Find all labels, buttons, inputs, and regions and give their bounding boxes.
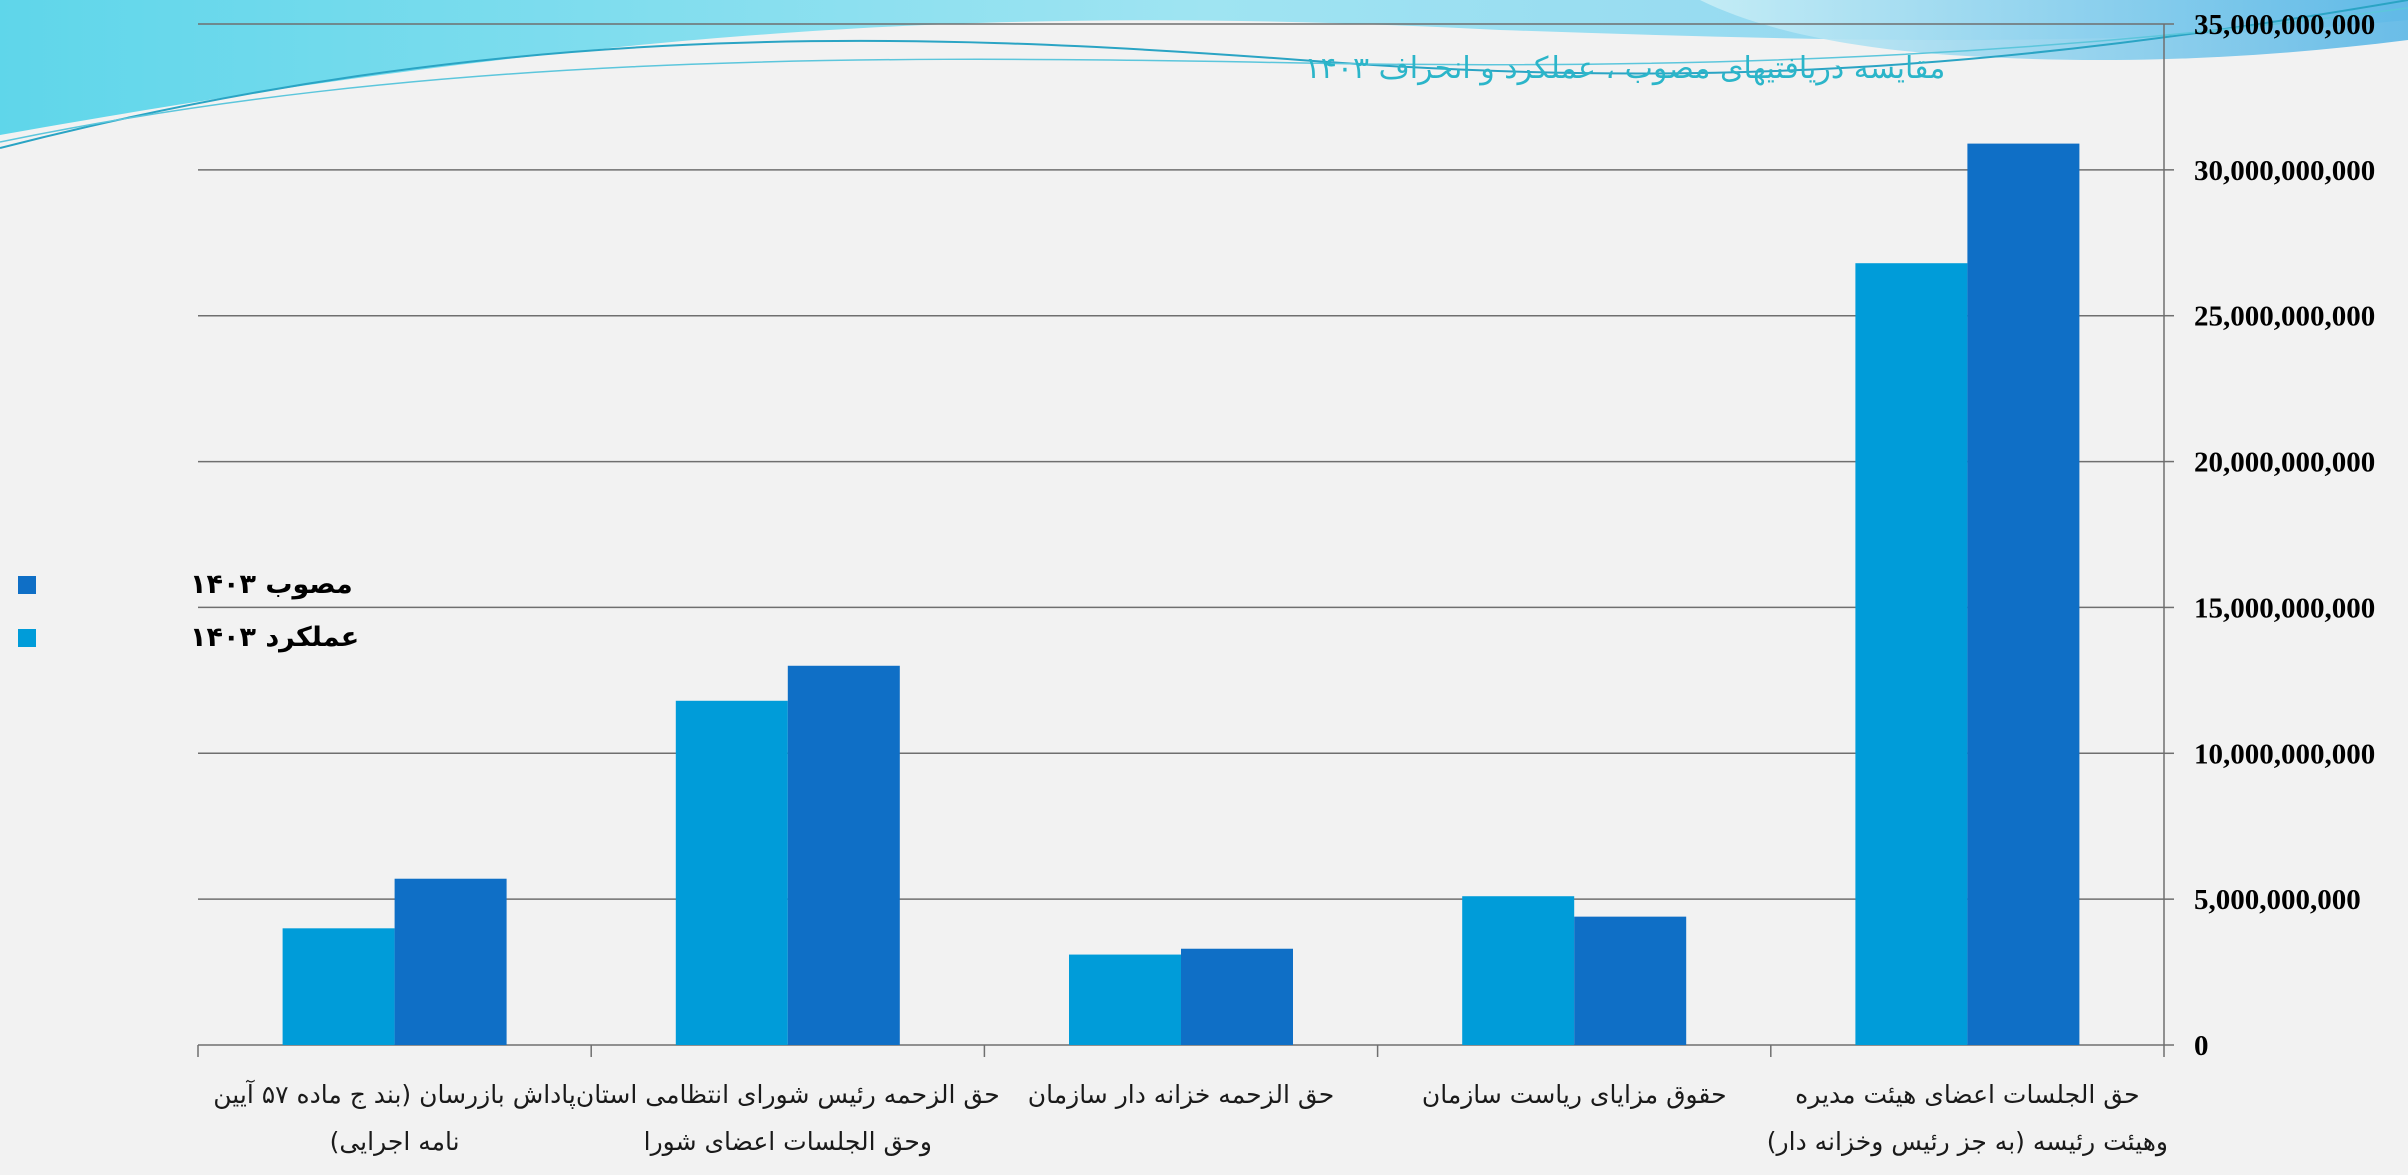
legend-label: مصوب ۱۴۰۳ <box>190 569 353 600</box>
y-tick-label: 15,000,000,000 <box>2194 592 2375 624</box>
x-category-label: حقوق مزایای ریاست سازمان <box>1422 1080 1727 1109</box>
bar-approved <box>394 878 507 1045</box>
bar-actual <box>1069 954 1181 1045</box>
bar-actual <box>282 928 395 1045</box>
bar-actual <box>1462 896 1575 1045</box>
legend: مصوب ۱۴۰۳ عملکرد ۱۴۰۳ <box>18 569 359 653</box>
slide-title: مقایسه دریافتیهای مصوب ، عملکرد و انحراف… <box>1305 51 1946 86</box>
x-category-label: حق الزحمه خزانه دار سازمان <box>1028 1080 1334 1109</box>
bar-actual <box>675 700 788 1045</box>
x-category-label: وهیئت رئیسه (به جز رئیس وخزانه دار) <box>1767 1127 2168 1157</box>
x-category-label: وحق الجلسات اعضای شورا <box>644 1127 932 1157</box>
bar-approved <box>1967 143 2080 1046</box>
y-tick-label: 0 <box>2194 1030 2209 1062</box>
y-tick-label: 30,000,000,000 <box>2194 155 2375 187</box>
wave-line-2 <box>0 7 2408 143</box>
bar-approved <box>787 665 900 1045</box>
legend-swatch <box>18 576 36 594</box>
y-tick-labels: 0 5,000,000,000 10,000,000,000 15,000,000,0… <box>2194 9 2375 1062</box>
bar-approved <box>1574 916 1687 1045</box>
x-category-label: نامه اجرایی) <box>330 1127 460 1156</box>
y-tick-label: 25,000,000,000 <box>2194 301 2375 333</box>
gridlines <box>198 23 2164 900</box>
header-wave-decoration <box>0 0 2408 149</box>
y-tick-label: 10,000,000,000 <box>2194 738 2375 770</box>
x-category-label: حق الجلسات اعضای هیئت مدیره <box>1795 1080 2139 1109</box>
bar-approved <box>1181 948 1293 1045</box>
legend-label: عملکرد ۱۴۰۳ <box>190 622 359 653</box>
bar-actual <box>1855 263 1968 1046</box>
x-category-label: پاداش بازرسان (بند ج ماده ۵۷ آیین <box>213 1079 576 1110</box>
legend-swatch <box>18 629 36 647</box>
x-category-labels: حق الجلسات اعضای هیئت مدیره وهیئت رئیسه (… <box>213 1079 2168 1157</box>
wave-line-1 <box>0 0 2408 149</box>
bars <box>282 143 2080 1046</box>
y-tick-label: 35,000,000,000 <box>2194 9 2375 41</box>
y-tick-label: 5,000,000,000 <box>2194 884 2361 916</box>
y-tick-label: 20,000,000,000 <box>2194 447 2375 479</box>
x-category-label: حق الزحمه رئیس شورای انتظامی استان <box>576 1080 1000 1109</box>
wave-band-right <box>1700 0 2408 60</box>
